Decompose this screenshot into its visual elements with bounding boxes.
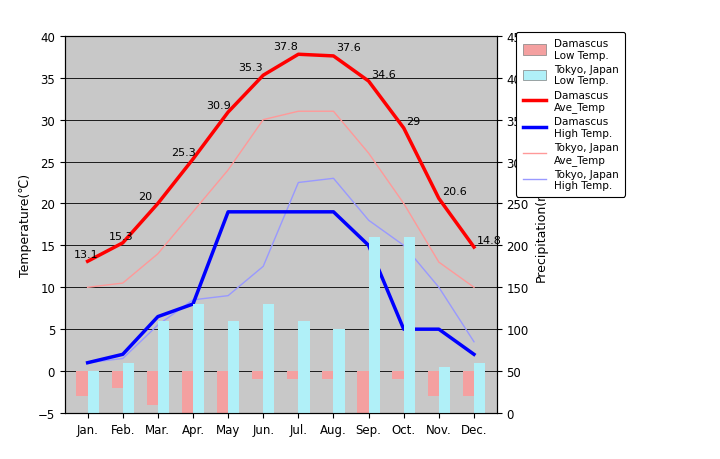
Y-axis label: Precipitation(mm): Precipitation(mm) — [534, 169, 547, 281]
Bar — [122, 363, 134, 413]
Text: 15.3: 15.3 — [109, 231, 133, 241]
Text: 34.6: 34.6 — [372, 70, 396, 80]
Bar — [323, 371, 333, 380]
Bar — [252, 371, 264, 380]
Bar — [392, 371, 404, 380]
Bar — [298, 321, 310, 413]
Text: 13.1: 13.1 — [73, 250, 99, 259]
Bar — [474, 363, 485, 413]
Bar — [112, 371, 122, 388]
Bar — [158, 321, 169, 413]
Bar — [369, 237, 380, 413]
Bar — [287, 371, 298, 380]
Legend: Damascus
Low Temp., Tokyo, Japan
Low Temp., Damascus
Ave_Temp, Damascus
High Tem: Damascus Low Temp., Tokyo, Japan Low Tem… — [516, 33, 625, 197]
Bar — [428, 371, 439, 397]
Bar — [264, 304, 274, 413]
Bar — [404, 237, 415, 413]
Bar — [228, 321, 239, 413]
Bar — [76, 371, 88, 397]
Bar — [147, 371, 158, 405]
Text: 20: 20 — [138, 192, 153, 202]
Y-axis label: Temperature(℃): Temperature(℃) — [19, 174, 32, 276]
Bar — [193, 304, 204, 413]
Bar — [217, 371, 228, 413]
Text: 37.6: 37.6 — [336, 43, 361, 53]
Text: 14.8: 14.8 — [477, 235, 502, 245]
Text: 37.8: 37.8 — [274, 42, 298, 51]
Text: 29: 29 — [407, 117, 420, 127]
Bar — [181, 371, 193, 413]
Text: 35.3: 35.3 — [238, 62, 263, 73]
Bar — [463, 371, 474, 397]
Bar — [439, 367, 450, 413]
Bar — [88, 371, 99, 413]
Text: 20.6: 20.6 — [441, 187, 467, 197]
Text: 25.3: 25.3 — [171, 147, 196, 157]
Bar — [333, 330, 345, 413]
Bar — [357, 371, 369, 413]
Text: 30.9: 30.9 — [206, 101, 230, 111]
